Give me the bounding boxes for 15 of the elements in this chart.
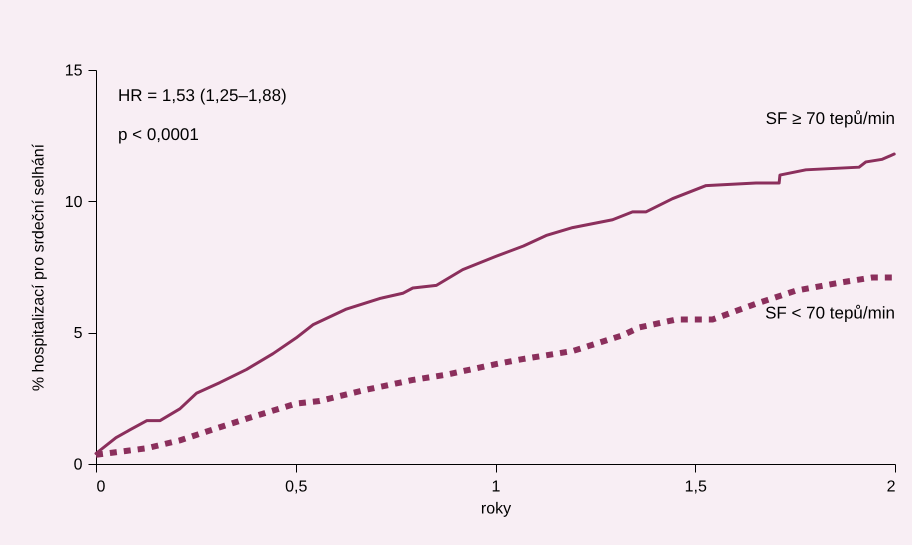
x-axis-title: roky — [480, 500, 512, 518]
x-tick-label: 1 — [492, 478, 501, 496]
x-tick-label: 0 — [96, 478, 106, 496]
series-label: SF ≥ 70 tepů/min — [766, 109, 895, 128]
annotation: p < 0,0001 — [118, 125, 199, 144]
y-tick-label: 15 — [64, 62, 83, 80]
x-tick-label: 1,5 — [684, 478, 707, 496]
y-axis-title: % hospitalizací pro srdeční selhání — [30, 143, 48, 392]
series-label: SF < 70 tepů/min — [765, 304, 895, 323]
x-tick-label: 0,5 — [285, 478, 308, 496]
y-tick-label: 10 — [64, 194, 83, 211]
y-tick-label: 0 — [74, 456, 83, 474]
annotation: HR = 1,53 (1,25–1,88) — [118, 86, 287, 105]
y-tick-label: 5 — [74, 325, 83, 342]
x-tick-label: 2 — [886, 478, 896, 496]
